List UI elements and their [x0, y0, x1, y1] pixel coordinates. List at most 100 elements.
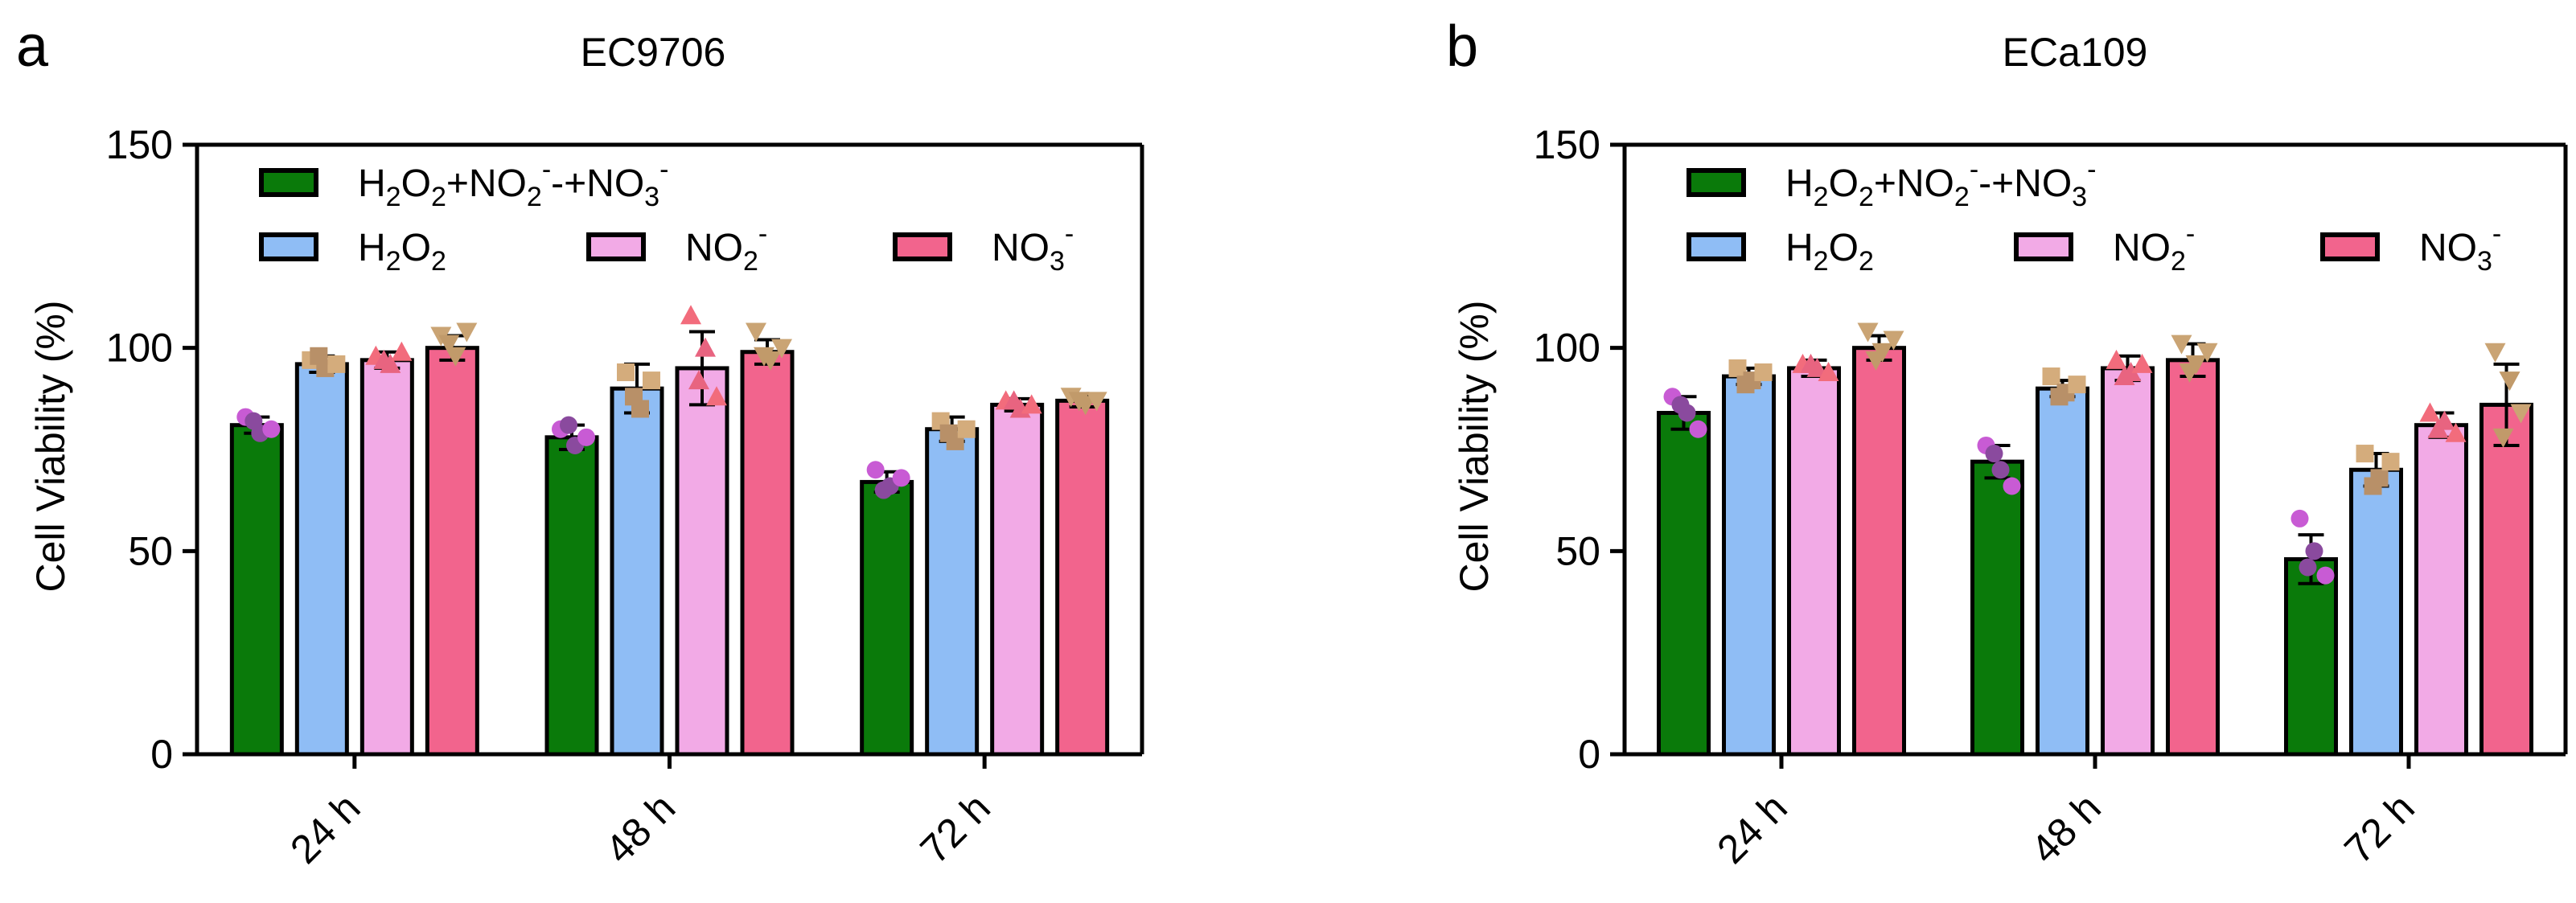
bar [610, 386, 664, 757]
bar [425, 346, 479, 757]
data-point [1754, 363, 1773, 381]
y-tick-label: 50 [1555, 528, 1600, 573]
y-tick-label: 0 [1578, 732, 1600, 777]
legend-label: H2O2+NO2--+NO3- [358, 154, 668, 212]
data-point [2305, 542, 2323, 560]
data-point [244, 412, 263, 430]
y-tick-label: 100 [1534, 326, 1600, 371]
data-point [327, 355, 346, 373]
x-tick-label: 48 h [597, 785, 684, 872]
data-point [1991, 461, 2010, 479]
data-point [892, 469, 910, 487]
data-point [617, 363, 635, 381]
legend-swatch [1687, 168, 1746, 197]
chart-title: ECa109 [2003, 30, 2148, 75]
panel-a: a EC9706 Cell Viability (%) 0 50 100 150 24 … [16, 14, 1144, 872]
legend-swatch [2014, 232, 2073, 261]
data-point [2131, 353, 2153, 373]
bar [925, 427, 980, 757]
bar [2036, 386, 2089, 757]
x-tick-label: 72 h [2336, 785, 2422, 872]
plot-marks: 0 50 100 150 24 h 48 h 72 h [1534, 122, 2568, 872]
data-point [957, 420, 976, 438]
chart-title: EC9706 [581, 30, 726, 75]
bar [1055, 398, 1110, 757]
bar [2284, 556, 2338, 757]
data-point [1671, 396, 1690, 414]
data-point [2114, 366, 2135, 386]
data-point [680, 305, 701, 325]
data-point [456, 322, 478, 343]
data-point [2171, 335, 2192, 355]
bar [2349, 467, 2403, 757]
data-point [1865, 351, 1887, 371]
data-point [373, 349, 395, 369]
legend: H2O2+NO2--+NO3- H2O2 NO2- NO3- [1687, 154, 2501, 277]
y-axis-label: Cell Viability (%) [28, 300, 73, 592]
data-point [746, 322, 766, 343]
data-point [688, 370, 709, 390]
data-point [706, 386, 727, 406]
legend-swatch [586, 232, 646, 261]
data-point [939, 424, 958, 442]
data-point [2364, 477, 2382, 495]
bar [675, 366, 729, 757]
data-point [695, 337, 716, 357]
data-point [2290, 509, 2309, 527]
data-point [1689, 420, 1707, 438]
bar [229, 423, 284, 757]
data-point [1728, 359, 1747, 377]
data-point [2050, 388, 2069, 406]
data-point [391, 341, 413, 361]
data-point [2003, 477, 2021, 495]
bar [990, 402, 1045, 757]
data-point [2381, 453, 2400, 471]
bar [544, 435, 599, 757]
data-point [262, 420, 281, 438]
bar [740, 350, 795, 757]
data-point [2179, 363, 2200, 383]
data-point [2427, 418, 2449, 438]
bar [2414, 423, 2468, 757]
legend-swatch [2320, 232, 2380, 261]
bar [1787, 366, 1841, 757]
data-point [874, 481, 893, 499]
legend-label: H2O2+NO2--+NO3- [1785, 154, 2096, 212]
bar [1970, 459, 2024, 757]
x-tick-label: 24 h [281, 785, 368, 872]
y-tick-label: 0 [150, 732, 173, 777]
y-tick-label: 150 [1534, 122, 1600, 167]
legend-swatch [893, 232, 952, 261]
x-tick-label: 48 h [2022, 785, 2109, 872]
data-point [2196, 343, 2218, 363]
bar [1852, 346, 1906, 757]
data-point [577, 428, 595, 446]
data-point [2106, 349, 2127, 369]
data-point [310, 347, 328, 365]
data-point [560, 416, 577, 434]
legend-swatch [1687, 232, 1746, 261]
data-point [2068, 376, 2086, 394]
data-point [2492, 428, 2514, 448]
data-point [866, 461, 885, 479]
data-point [1883, 330, 1904, 351]
bar [294, 362, 349, 757]
data-point [1985, 445, 2003, 463]
data-point [438, 335, 460, 355]
legend-swatch [259, 232, 318, 261]
legend-swatch [259, 168, 318, 197]
x-tick-label: 72 h [912, 785, 999, 872]
data-point [754, 347, 774, 367]
legend-label: NO2- [2113, 219, 2195, 277]
data-point [1736, 376, 1755, 394]
legend-label: NO2- [685, 219, 767, 277]
panel-label: a [16, 14, 49, 79]
bar [1657, 411, 1711, 757]
y-tick-label: 100 [106, 326, 173, 371]
data-point [1003, 390, 1025, 410]
bar [2166, 358, 2220, 757]
legend-label: H2O2 [358, 227, 446, 277]
data-point [1021, 394, 1042, 414]
bar [359, 358, 414, 757]
